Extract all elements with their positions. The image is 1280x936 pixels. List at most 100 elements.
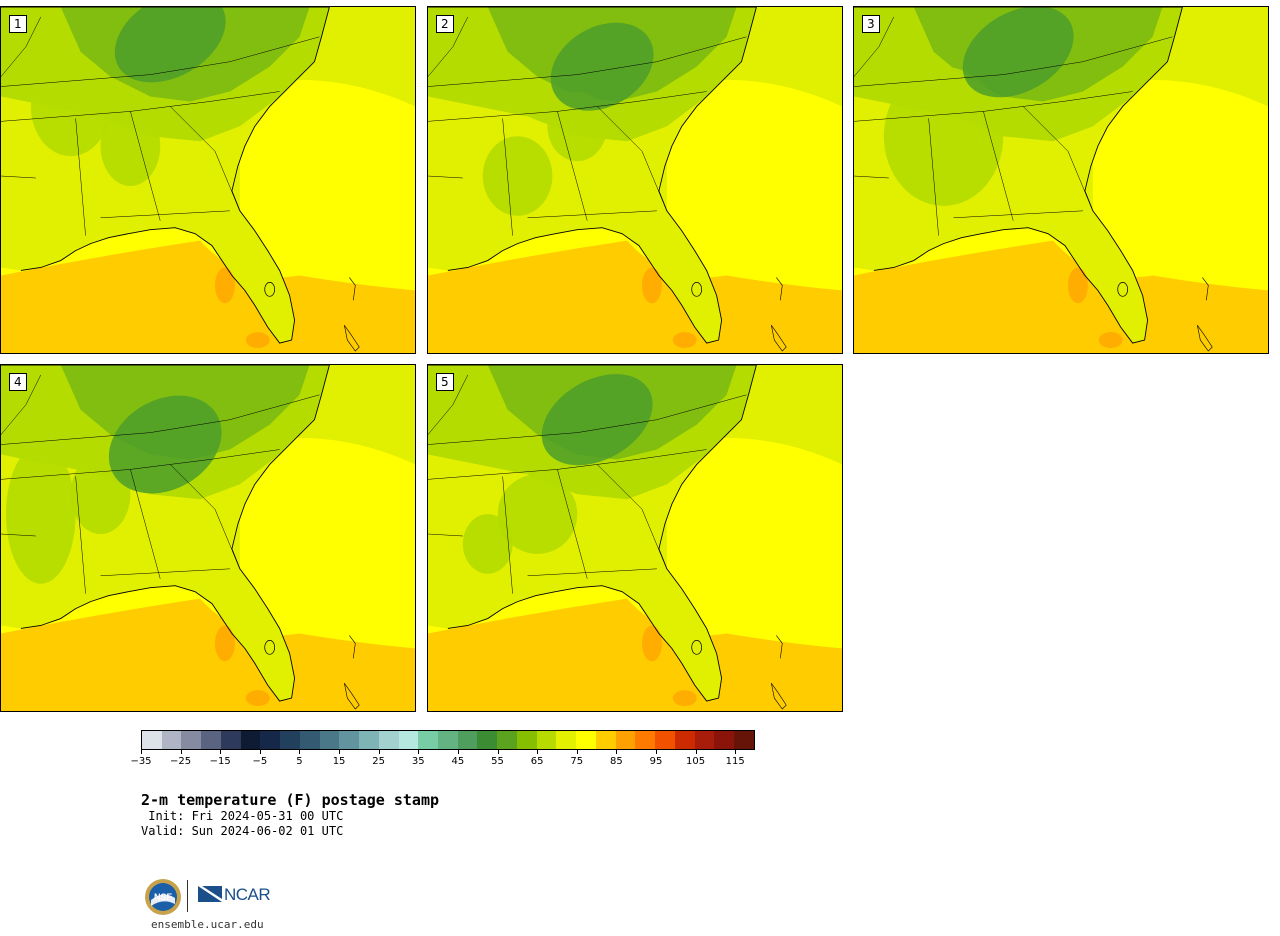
colorbar-tick	[180, 750, 182, 754]
cool-patch	[100, 106, 161, 186]
colorbar-swatch	[615, 731, 636, 749]
colorbar-ticks: −35 −25 −15 −5 5 15 25 35 45 55 65 75 85 95 105 115	[130, 750, 755, 774]
state-border	[428, 16, 469, 77]
state-border	[428, 374, 469, 435]
colorbar-tick-label: 65	[530, 756, 544, 767]
state-border	[428, 91, 707, 122]
colorbar-tick	[576, 750, 578, 754]
temperature-map	[1, 365, 415, 711]
colorbar-swatch	[299, 731, 320, 749]
ncar-logo-text: NCAR	[224, 885, 271, 904]
state-border	[983, 111, 1014, 221]
warm-spot	[641, 267, 662, 304]
colorbar-tick-label: 95	[649, 756, 663, 767]
state-border	[428, 449, 707, 480]
colorbar-tick-label: 5	[296, 756, 303, 767]
colorbar-swatch	[319, 731, 340, 749]
colorbar-swatch	[398, 731, 419, 749]
panel-number-label: 1	[9, 15, 27, 33]
colorbar-tick	[735, 750, 737, 754]
cool-patch	[873, 36, 934, 97]
coastline	[428, 365, 757, 702]
appalachian-cool-band	[114, 7, 226, 83]
colorbar-swatch	[457, 731, 478, 749]
warm-spot	[245, 690, 270, 707]
colorbar-swatch	[220, 731, 241, 749]
colorbar-swatch	[556, 731, 577, 749]
state-border	[1, 36, 320, 87]
colorbar-tick-label: −5	[252, 756, 268, 767]
coastline	[854, 7, 1183, 344]
colorbar-swatch	[516, 731, 537, 749]
temperature-map	[428, 7, 842, 353]
state-border	[597, 464, 668, 569]
appalachian-cool-band	[962, 7, 1074, 98]
colorbar-tick-label: 55	[491, 756, 504, 767]
state-border	[527, 210, 657, 219]
colorbar-swatch	[260, 731, 281, 749]
warm-spot	[1067, 267, 1088, 304]
bahamas-island	[1197, 324, 1213, 352]
warm-spot	[245, 332, 270, 349]
ocean-warm-zone	[428, 240, 842, 353]
warm-spot	[672, 690, 697, 707]
nsf-logo-icon: NSF	[145, 879, 181, 915]
warm-spot	[641, 625, 662, 662]
colorbar-tick-label: −35	[130, 756, 152, 767]
map-panel-5: 5	[427, 364, 843, 712]
colorbar-swatch	[161, 731, 182, 749]
bahamas-island	[349, 635, 356, 659]
state-border	[1, 533, 36, 537]
bahamas-island	[344, 324, 360, 352]
svg-text:NSF: NSF	[154, 892, 173, 902]
bahamas-island	[776, 277, 783, 301]
state-border	[428, 533, 463, 537]
coastline	[1, 7, 330, 344]
bahamas-island	[1202, 277, 1209, 301]
colorbar-tick-label: 25	[372, 756, 386, 767]
lake-okeechobee	[264, 282, 276, 297]
colorbar-swatch	[655, 731, 675, 749]
state-border	[428, 175, 463, 179]
colorbar-tick	[537, 750, 539, 754]
cool-patch	[5, 444, 76, 584]
state-border	[1, 175, 36, 179]
state-border	[130, 111, 161, 221]
lake-okeechobee	[691, 640, 703, 655]
colorbar-swatch	[240, 731, 261, 749]
temperature-colorbar	[141, 730, 755, 750]
state-border	[1023, 106, 1094, 211]
appalachian-cool-band	[550, 22, 654, 111]
warm-spot	[214, 625, 235, 662]
state-border	[100, 568, 230, 577]
lake-okeechobee	[691, 282, 703, 297]
appalachian-cool-band	[108, 395, 222, 494]
colorbar-tick-label: −15	[209, 756, 231, 767]
state-border	[557, 469, 588, 579]
ocean-warm-zone	[854, 240, 1268, 353]
state-border	[75, 476, 86, 594]
colorbar-tick	[299, 750, 301, 754]
state-border	[953, 210, 1083, 219]
lake-okeechobee	[264, 640, 276, 655]
colorbar-swatch	[497, 731, 517, 749]
ocean-warm-zone	[1, 598, 415, 711]
coastline	[428, 7, 757, 344]
colorbar-swatch	[477, 731, 498, 749]
colorbar-tick-label: 35	[411, 756, 425, 767]
state-border	[854, 91, 1133, 122]
state-border	[75, 118, 86, 236]
colorbar-swatch	[418, 731, 439, 749]
state-border	[928, 118, 939, 236]
colorbar-swatch	[734, 731, 754, 749]
colorbar-swatch	[674, 731, 695, 749]
state-border	[170, 106, 241, 211]
colorbar-tick	[457, 750, 459, 754]
map-panel-3: 3	[853, 6, 1269, 354]
map-panel-1: 1	[0, 6, 416, 354]
panel-number-label: 2	[436, 15, 454, 33]
map-panel-2: 2	[427, 6, 843, 354]
colorbar-swatch	[181, 731, 202, 749]
ocean-warm-zone	[1, 240, 415, 353]
state-border	[502, 118, 513, 236]
